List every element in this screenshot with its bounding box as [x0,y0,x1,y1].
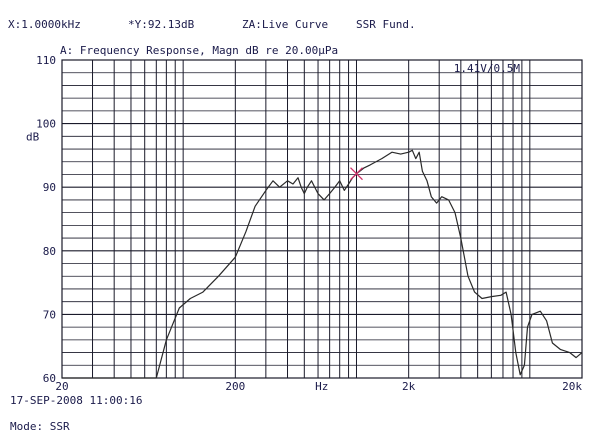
curve-mode-label: ZA:Live Curve [242,18,329,31]
y-tick-label: 60 [43,372,56,385]
x-cursor-readout: X:1.0000kHz [8,18,81,31]
y-axis-label: dB [26,130,40,143]
y-tick-label: 80 [43,245,56,258]
footer-mode: Mode: SSR [10,420,70,433]
x-axis-label: Hz [315,380,328,393]
response-curve [62,149,583,379]
x-tick-label: 20 [55,380,68,393]
chart-title: A: Frequency Response, Magn dB re 20.00µ… [60,44,339,57]
y-tick-label: 90 [43,181,56,194]
plot-frame [61,59,583,379]
source-label: SSR Fund. [356,18,416,31]
y-tick-label: 110 [36,54,56,67]
x-tick-label: 20k [562,380,582,393]
x-tick-label: 200 [225,380,245,393]
y-tick-label: 100 [36,118,56,131]
annotation-label: 1.41V/0.5M [454,62,521,75]
y-tick-label: 70 [43,308,56,321]
cursor-marker-cross [350,167,363,181]
y-cursor-readout: *Y:92.13dB [128,18,195,31]
footer-datetime: 17-SEP-2008 11:00:16 [10,394,143,407]
x-tick-label: 2k [402,380,416,393]
